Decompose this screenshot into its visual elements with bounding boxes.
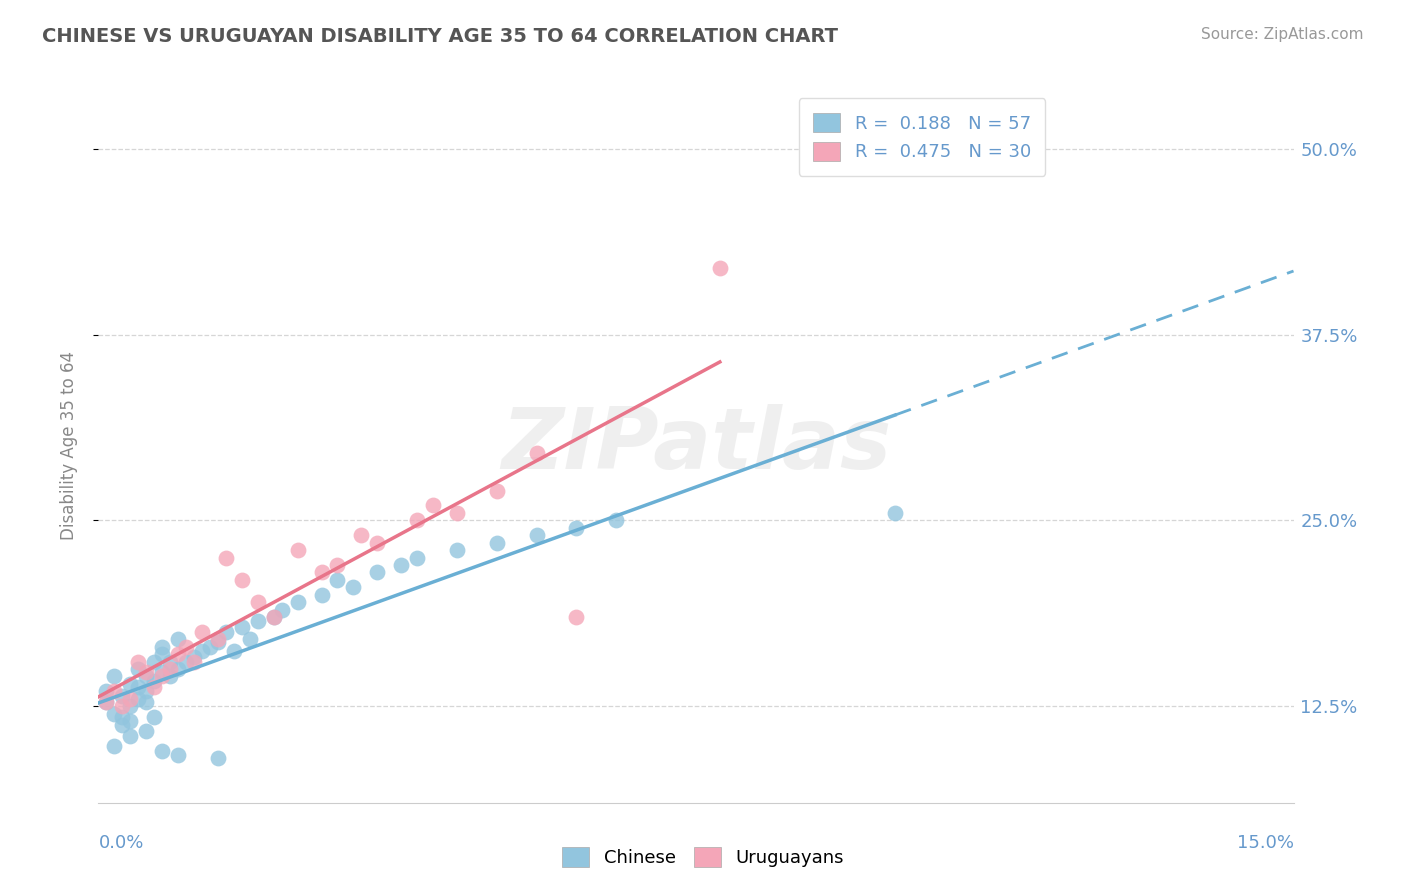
Point — [150, 669, 173, 683]
Point — [143, 680, 166, 694]
Point — [526, 528, 548, 542]
Point — [366, 535, 388, 549]
Text: 15.0%: 15.0% — [1236, 834, 1294, 852]
Point — [884, 506, 907, 520]
Text: Source: ZipAtlas.com: Source: ZipAtlas.com — [1201, 27, 1364, 42]
Text: 0.0%: 0.0% — [98, 834, 143, 852]
Point — [150, 647, 173, 661]
Point — [127, 662, 149, 676]
Text: ZIPatlas: ZIPatlas — [501, 404, 891, 488]
Point — [135, 665, 157, 679]
Point — [231, 573, 253, 587]
Point — [103, 684, 125, 698]
Point — [167, 632, 190, 647]
Point — [150, 744, 173, 758]
Legend: Chinese, Uruguayans: Chinese, Uruguayans — [555, 839, 851, 874]
Point — [120, 729, 142, 743]
Point — [446, 506, 468, 520]
Point — [135, 695, 157, 709]
Point — [135, 684, 157, 698]
Point — [111, 689, 134, 703]
Point — [96, 695, 118, 709]
Point — [246, 595, 269, 609]
Point — [485, 483, 508, 498]
Text: CHINESE VS URUGUAYAN DISABILITY AGE 35 TO 64 CORRELATION CHART: CHINESE VS URUGUAYAN DISABILITY AGE 35 T… — [42, 27, 838, 45]
Point — [120, 677, 142, 691]
Point — [326, 558, 349, 572]
Point — [207, 635, 229, 649]
Point — [406, 513, 429, 527]
Point — [287, 595, 309, 609]
Point — [135, 669, 157, 683]
Point — [167, 662, 190, 676]
Point — [287, 543, 309, 558]
Point — [120, 699, 142, 714]
Point — [207, 751, 229, 765]
Point — [143, 655, 166, 669]
Point — [311, 588, 333, 602]
Point — [191, 644, 214, 658]
Y-axis label: Disability Age 35 to 64: Disability Age 35 to 64 — [59, 351, 77, 541]
Point — [111, 718, 134, 732]
Point — [135, 724, 157, 739]
Point — [159, 655, 181, 669]
Point — [565, 521, 588, 535]
Point — [127, 691, 149, 706]
Point — [246, 615, 269, 629]
Point — [565, 610, 588, 624]
Point — [342, 580, 364, 594]
Point — [231, 620, 253, 634]
Point — [127, 680, 149, 694]
Point — [174, 640, 197, 654]
Point — [422, 499, 444, 513]
Point — [326, 573, 349, 587]
Point — [207, 632, 229, 647]
Point — [311, 566, 333, 580]
Point — [215, 550, 238, 565]
Point — [350, 528, 373, 542]
Point — [366, 566, 388, 580]
Point — [526, 446, 548, 460]
Point — [167, 748, 190, 763]
Point — [143, 709, 166, 723]
Point — [111, 709, 134, 723]
Point — [239, 632, 262, 647]
Point — [183, 655, 205, 669]
Point — [103, 669, 125, 683]
Point — [174, 655, 197, 669]
Point — [263, 610, 285, 624]
Point — [485, 535, 508, 549]
Point — [150, 640, 173, 654]
Point — [143, 673, 166, 688]
Point — [103, 706, 125, 721]
Point — [709, 260, 731, 275]
Point — [167, 647, 190, 661]
Point — [389, 558, 412, 572]
Point — [120, 714, 142, 728]
Point — [159, 669, 181, 683]
Point — [215, 624, 238, 639]
Point — [191, 624, 214, 639]
Point — [150, 665, 173, 679]
Point — [103, 739, 125, 754]
Point — [198, 640, 221, 654]
Point — [111, 699, 134, 714]
Point — [263, 610, 285, 624]
Point — [159, 662, 181, 676]
Legend: R =  0.188   N = 57, R =  0.475   N = 30: R = 0.188 N = 57, R = 0.475 N = 30 — [799, 98, 1046, 176]
Point — [96, 684, 118, 698]
Point — [222, 644, 245, 658]
Point — [127, 655, 149, 669]
Point — [446, 543, 468, 558]
Point — [270, 602, 292, 616]
Point — [183, 650, 205, 665]
Point — [120, 691, 142, 706]
Point — [96, 695, 118, 709]
Point — [605, 513, 627, 527]
Point — [406, 550, 429, 565]
